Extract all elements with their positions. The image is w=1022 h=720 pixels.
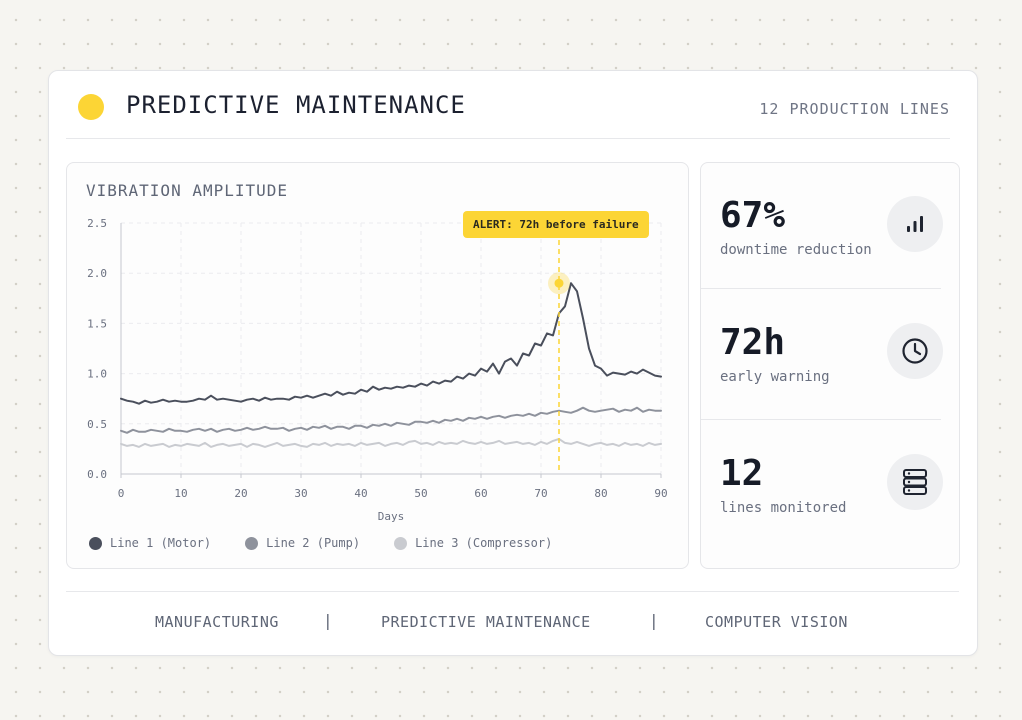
stat-value-lines: 12 [720,453,764,494]
server-icon [887,454,943,510]
y-tick-label: 2.5 [87,217,107,230]
footer-divider [66,591,959,592]
alert-badge: ALERT: 72h before failure [463,211,649,238]
footer-tag-predictive-maintenance: PREDICTIVE MAINTENANCE [381,613,591,631]
alert-point [554,278,564,288]
footer-tag-computer-vision: COMPUTER VISION [705,613,848,631]
legend-label-line2: Line 2 (Pump) [266,536,361,550]
y-tick-label: 1.0 [87,368,107,381]
x-tick-label: 30 [294,487,307,500]
chart-title: VIBRATION AMPLITUDE [86,181,289,200]
y-tick-label: 1.5 [87,317,107,330]
series-line-3 [120,437,662,448]
stat-label-lines: lines monitored [720,500,847,516]
series-line-1 [120,282,662,405]
stat-label-warning: early warning [720,369,830,385]
legend-item-line3: Line 3 (Compressor) [394,536,552,550]
stat-downtime: 67% downtime reduction [701,163,959,293]
bar-chart-icon [887,196,943,252]
legend-swatch-line2 [245,536,259,550]
production-lines-count: 12 PRODUCTION LINES [759,100,950,118]
dashboard-card: PREDICTIVE MAINTENANCE 12 PRODUCTION LIN… [48,70,978,656]
series-line-2 [120,406,662,434]
chart-panel: VIBRATION AMPLITUDE 0 10 20 30 40 50 60 70 80 90 0… [66,162,689,569]
legend-label-line1: Line 1 (Motor) [110,536,212,550]
y-tick-label: 0.5 [87,418,107,431]
footer-tag-manufacturing: MANUFACTURING [155,613,279,631]
stat-divider [701,288,941,289]
x-tick-label: 0 [118,487,125,500]
stat-divider [701,419,941,420]
legend-swatch-line3 [394,536,408,550]
legend-swatch-line1 [89,536,102,550]
stat-warning: 72h early warning [701,290,959,420]
x-tick-label: 70 [534,487,547,500]
x-tick-label: 60 [474,487,487,500]
y-tick-label: 2.0 [87,267,107,280]
footer-separator: | [323,611,333,630]
stat-lines: 12 lines monitored [701,421,959,551]
stats-panel: 67% downtime reduction 72h early warning… [700,162,960,569]
x-tick-label: 50 [414,487,427,500]
chart-legend: Line 1 (Motor) Line 2 (Pump) Line 3 (Com… [89,536,552,550]
x-tick-label: 20 [234,487,247,500]
clock-icon [887,323,943,379]
stat-value-downtime: 67% [720,195,786,236]
stat-label-downtime: downtime reduction [720,242,872,258]
stat-value-warning: 72h [720,322,786,363]
status-dot-icon [78,94,104,120]
legend-label-line3: Line 3 (Compressor) [415,536,553,550]
x-tick-label: 10 [174,487,187,500]
x-tick-label: 40 [354,487,367,500]
legend-item-line2: Line 2 (Pump) [245,536,360,550]
y-tick-label: 0.0 [87,468,107,481]
x-axis-label: Days [378,510,405,523]
legend-item-line1: Line 1 (Motor) [89,536,211,550]
x-tick-label: 90 [654,487,667,500]
page-title: PREDICTIVE MAINTENANCE [126,91,466,119]
x-tick-label: 80 [594,487,607,500]
header-divider [66,138,950,139]
vibration-chart: 0 10 20 30 40 50 60 70 80 90 0.0 0.5 1.0 1.5 2.0 2.5 Day… [87,217,668,523]
footer-separator: | [649,611,659,630]
